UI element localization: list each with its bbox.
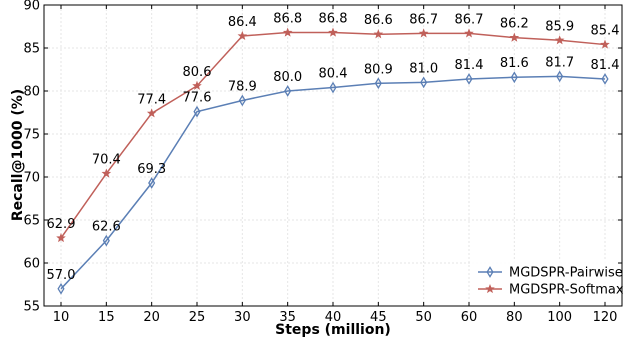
- data-labels-layer: 57.0 62.6 69.3 77.6 78.9 80.0 80.4 80.9 81.0 81.4…: [47, 12, 620, 283]
- axes: 10 15 20 25 30 35 40 45 50 60 80 100 120 55 60 65 70 75 8…: [10, 0, 623, 338]
- data-label: 57.0: [47, 268, 76, 283]
- data-point: [465, 73, 473, 85]
- data-label: 62.6: [92, 220, 121, 235]
- data-label: 85.4: [591, 24, 620, 39]
- legend-item: MGDSPR-Pairwise: [478, 266, 623, 281]
- y-tick-label: 80: [23, 85, 40, 100]
- data-label: 77.4: [137, 92, 166, 107]
- series-mgdspr-pairwise: [57, 70, 609, 295]
- data-point: [554, 35, 565, 45]
- legend-label: MGDSPR-Softmax: [509, 283, 623, 298]
- y-axis-ticks: 55 60 65 70 75 80 85 90: [23, 0, 622, 315]
- data-label: 81.0: [409, 61, 438, 76]
- series-mgdspr-softmax: [56, 27, 610, 243]
- data-point: [56, 233, 66, 243]
- legend-marker: [485, 283, 495, 294]
- data-label: 69.3: [137, 162, 166, 177]
- data-label: 86.6: [364, 13, 393, 28]
- legend: MGDSPR-Pairwise MGDSPR-Softmax: [472, 260, 623, 300]
- x-tick-label: 40: [325, 310, 342, 325]
- x-tick-label: 10: [53, 310, 70, 325]
- data-point: [284, 85, 292, 97]
- data-point: [373, 29, 384, 39]
- legend-item: MGDSPR-Softmax: [478, 283, 623, 298]
- data-label: 86.7: [409, 12, 438, 27]
- data-label: 80.9: [364, 62, 393, 77]
- data-label: 70.4: [92, 153, 121, 168]
- data-point: [282, 27, 293, 37]
- data-label: 81.4: [455, 58, 484, 73]
- x-tick-label: 45: [370, 310, 387, 325]
- data-point: [146, 108, 157, 118]
- data-label: 77.6: [183, 91, 212, 106]
- data-label: 81.7: [545, 55, 574, 70]
- data-point: [193, 105, 201, 118]
- data-label: 80.0: [273, 70, 302, 85]
- legend-marker: [486, 266, 494, 278]
- data-point: [601, 73, 609, 85]
- series-line: [60, 75, 606, 290]
- data-label: 80.4: [319, 67, 348, 82]
- data-point: [237, 30, 248, 41]
- y-tick-label: 70: [23, 171, 40, 186]
- x-tick-label: 50: [415, 310, 432, 325]
- data-point: [509, 32, 520, 42]
- x-tick-label: 30: [234, 310, 251, 325]
- data-label: 78.9: [228, 79, 257, 94]
- y-tick-label: 75: [23, 128, 40, 143]
- data-label: 80.6: [183, 65, 212, 80]
- data-point: [418, 28, 429, 38]
- data-point: [420, 76, 428, 89]
- x-axis-label: Steps (million): [275, 322, 391, 338]
- data-label: 86.2: [500, 17, 529, 32]
- data-label: 86.8: [319, 12, 348, 27]
- y-axis-label: Recall@1000 (%): [10, 89, 26, 221]
- data-point: [464, 28, 474, 38]
- x-tick-label: 80: [506, 310, 523, 325]
- data-point: [329, 81, 337, 94]
- data-point: [328, 27, 338, 37]
- x-axis-ticks: 10 15 20 25 30 35 40 45 50 60 80 100 120: [53, 5, 618, 325]
- data-point: [600, 39, 610, 49]
- x-tick-label: 100: [547, 310, 572, 325]
- y-tick-label: 65: [23, 214, 40, 229]
- data-label: 86.4: [228, 15, 257, 30]
- x-tick-label: 120: [593, 310, 618, 325]
- series-layer: [56, 27, 610, 295]
- y-tick-label: 60: [23, 257, 40, 272]
- data-label: 86.7: [455, 12, 484, 27]
- data-point: [238, 94, 246, 107]
- data-label: 81.6: [500, 56, 529, 71]
- legend-label: MGDSPR-Pairwise: [509, 266, 623, 281]
- data-point: [148, 177, 156, 189]
- data-point: [510, 71, 518, 84]
- data-point: [374, 77, 382, 90]
- x-tick-label: 60: [461, 310, 478, 325]
- data-label: 81.4: [591, 58, 620, 73]
- data-point: [101, 168, 112, 178]
- y-tick-label: 85: [23, 42, 40, 57]
- legend-box: [472, 260, 618, 300]
- data-label: 62.9: [47, 217, 76, 232]
- data-point: [57, 282, 65, 295]
- x-tick-label: 20: [143, 310, 160, 325]
- y-tick-label: 90: [23, 0, 40, 14]
- data-label: 85.9: [545, 19, 574, 34]
- y-tick-label: 55: [23, 300, 40, 315]
- data-point: [102, 234, 110, 247]
- x-tick-label: 25: [189, 310, 206, 325]
- x-tick-label: 35: [279, 310, 296, 325]
- data-label: 86.8: [273, 12, 302, 27]
- data-point: [556, 70, 564, 83]
- data-point: [192, 80, 202, 90]
- x-tick-label: 15: [98, 310, 115, 325]
